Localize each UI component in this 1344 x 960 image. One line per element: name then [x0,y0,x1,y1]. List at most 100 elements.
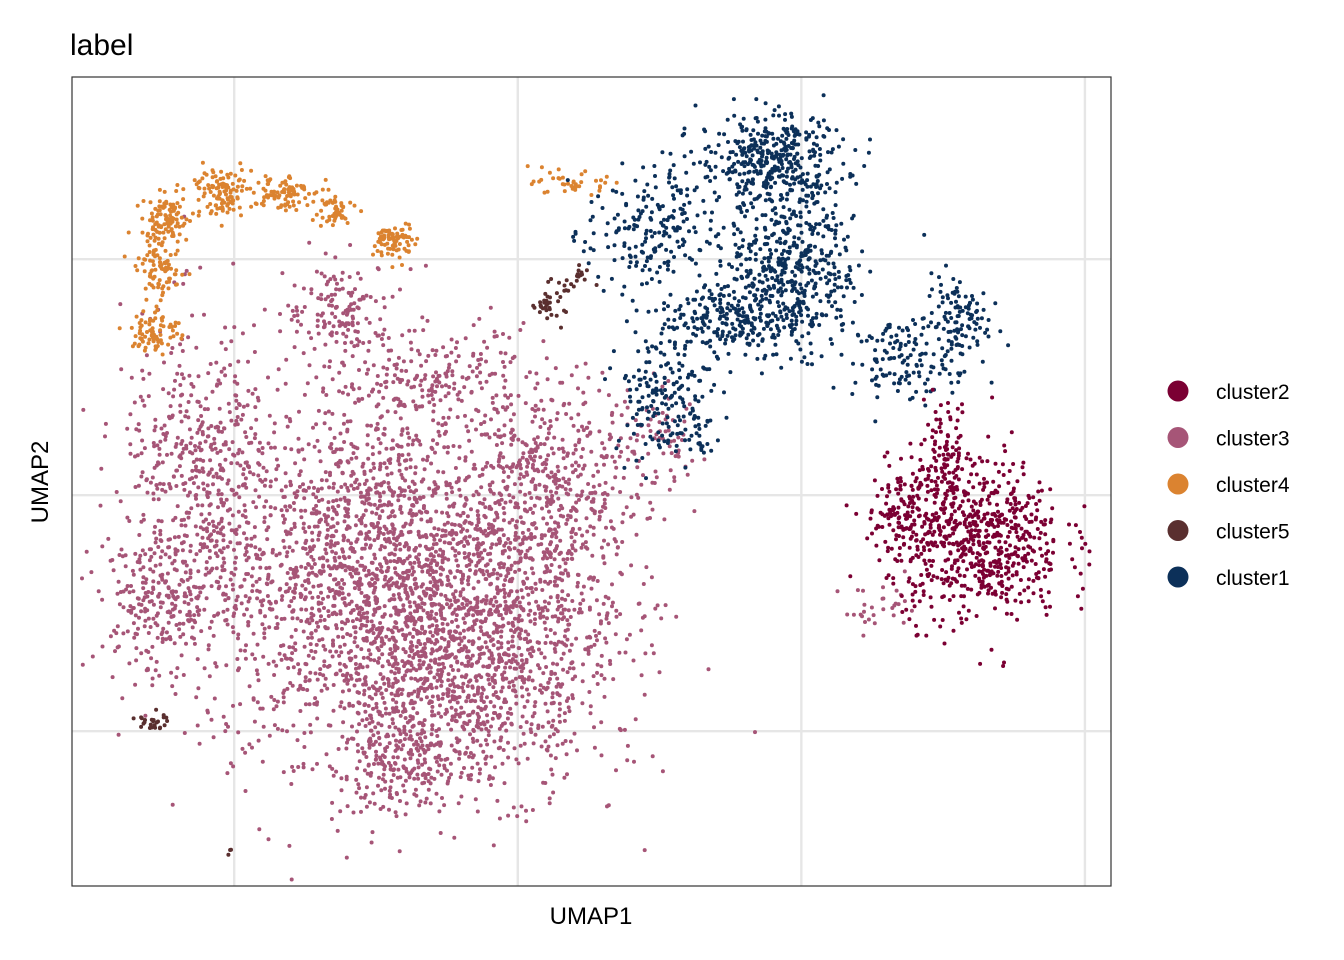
point-cluster3 [315,677,320,682]
point-cluster3 [261,550,266,555]
point-cluster3 [307,363,312,368]
point-cluster3 [330,516,335,521]
point-cluster3 [341,533,346,538]
point-cluster3 [325,527,330,532]
point-cluster3 [356,571,361,576]
point-cluster3 [378,562,382,567]
point-cluster3 [361,341,366,345]
point-cluster3 [488,551,493,556]
point-cluster3 [318,459,323,464]
point-cluster3 [242,503,247,508]
point-cluster3 [231,261,236,266]
point-cluster3 [424,509,428,514]
point-cluster3 [330,330,334,335]
point-cluster3 [543,579,547,584]
point-cluster3 [560,380,565,385]
point-cluster3 [534,599,539,604]
point-cluster3 [396,745,401,750]
point-cluster3 [231,764,236,769]
point-cluster3 [497,657,502,662]
point-cluster3 [303,529,308,534]
point-cluster3 [420,762,425,767]
point-cluster3 [296,765,301,769]
point-cluster3 [174,442,179,446]
point-cluster3 [134,658,139,663]
point-cluster3 [524,375,529,379]
point-cluster3 [581,662,585,667]
point-cluster3 [412,482,417,486]
point-cluster3 [580,701,585,706]
point-cluster3 [219,369,224,374]
point-cluster3 [346,327,351,332]
point-cluster3 [263,614,267,619]
point-cluster3 [412,495,417,500]
point-cluster3 [422,631,427,636]
point-cluster3 [214,525,219,530]
point-cluster3 [549,701,554,706]
point-cluster3 [569,535,574,540]
point-cluster3 [242,482,247,487]
point-cluster3 [332,508,337,513]
point-cluster3 [339,447,344,452]
point-cluster3 [496,696,501,701]
point-cluster3 [430,704,435,709]
point-cluster3 [429,393,434,397]
point-cluster3 [359,647,364,652]
point-cluster3 [470,369,475,374]
point-cluster3 [445,511,450,516]
point-cluster3 [314,620,319,625]
point-cluster3 [243,750,248,755]
point-cluster3 [626,457,631,462]
point-cluster3 [253,432,258,437]
point-cluster3 [600,370,605,375]
point-cluster3 [374,404,379,409]
point-cluster3 [892,603,897,608]
point-cluster3 [554,535,559,540]
point-cluster3 [367,340,372,344]
point-cluster3 [382,426,387,431]
point-cluster3 [569,661,574,666]
point-cluster3 [501,565,506,570]
point-cluster3 [455,740,460,745]
point-cluster3 [445,597,449,602]
point-cluster3 [453,636,458,641]
point-cluster3 [328,649,333,654]
point-cluster3 [349,541,353,546]
point-cluster3 [127,590,132,595]
point-cluster3 [465,684,470,689]
point-cluster3 [331,708,336,713]
point-cluster3 [233,422,238,427]
point-cluster3 [499,705,503,710]
point-cluster3 [277,551,282,556]
point-cluster3 [321,569,326,574]
point-cluster3 [372,552,377,557]
point-cluster3 [200,503,205,508]
point-cluster3 [397,486,402,491]
point-cluster3 [494,334,499,339]
point-cluster3 [198,457,203,462]
point-cluster3 [370,696,374,701]
point-cluster3 [568,615,573,619]
point-cluster3 [476,685,481,690]
point-cluster3 [459,661,464,666]
point-cluster3 [422,750,427,755]
point-cluster3 [329,525,333,530]
point-cluster3 [160,487,165,492]
point-cluster3 [261,724,266,729]
point-cluster3 [501,479,506,484]
point-cluster3 [483,413,488,418]
point-cluster3 [333,255,338,260]
point-cluster3 [298,591,303,596]
point-cluster3 [538,425,543,429]
point-cluster3 [357,482,362,487]
point-cluster3 [193,585,198,590]
point-cluster3 [651,651,656,656]
point-cluster3 [386,659,390,664]
point-cluster3 [424,359,429,364]
point-cluster3 [461,689,466,694]
point-cluster3 [140,470,145,475]
point-cluster3 [381,395,386,400]
point-cluster3 [406,693,411,698]
point-cluster3 [205,708,210,713]
point-cluster3 [478,743,483,748]
